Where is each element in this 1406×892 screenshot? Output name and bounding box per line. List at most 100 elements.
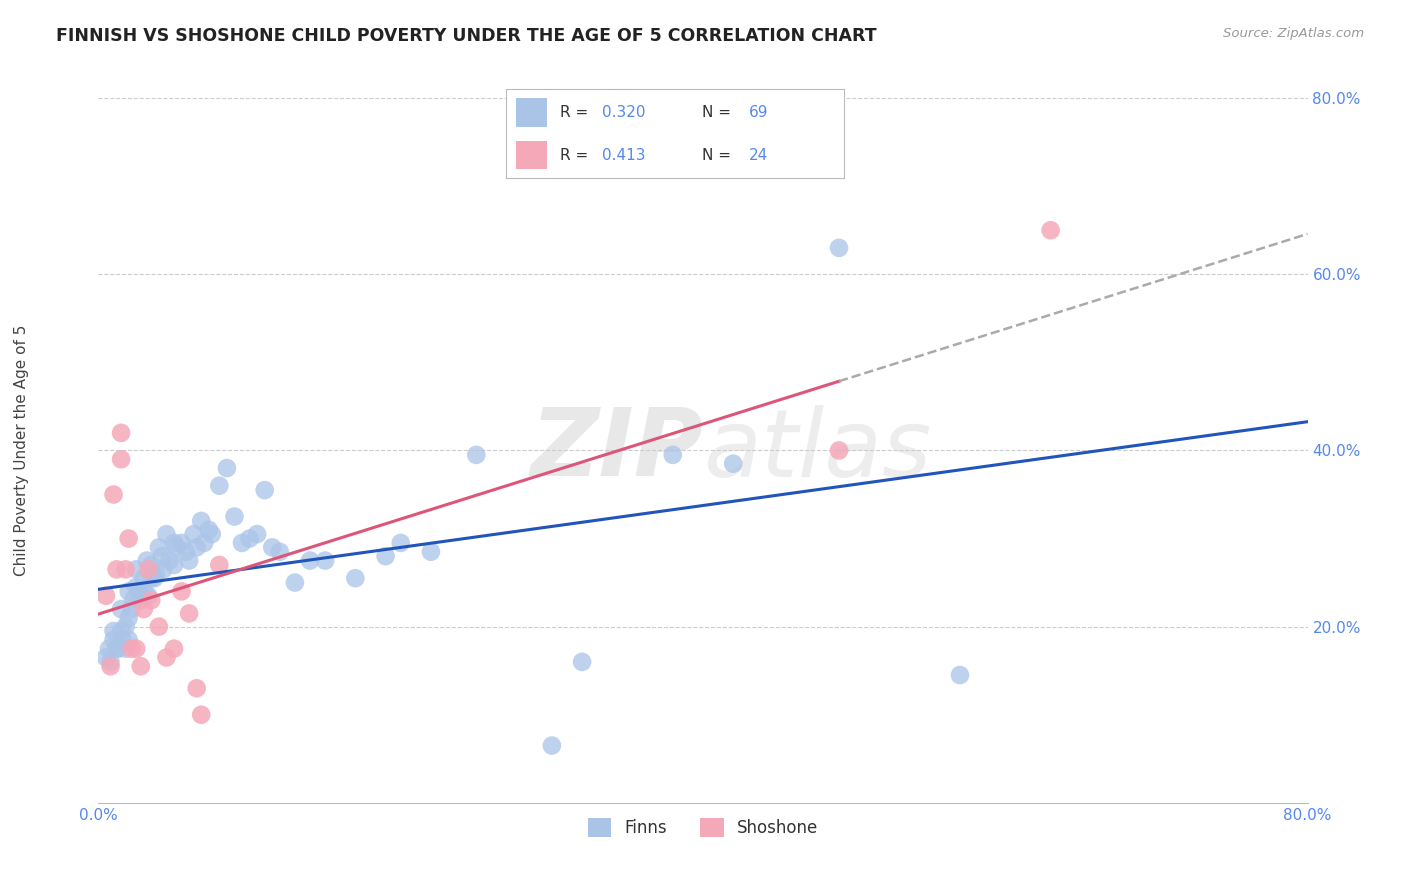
Finns: [107, 641, 129, 656]
Text: FINNISH VS SHOSHONE CHILD POVERTY UNDER THE AGE OF 5 CORRELATION CHART: FINNISH VS SHOSHONE CHILD POVERTY UNDER …: [56, 27, 877, 45]
Finns: [166, 541, 188, 555]
Finns: [190, 514, 212, 528]
Shoshone: [121, 641, 143, 656]
Shoshone: [110, 425, 132, 440]
Text: Source: ZipAtlas.com: Source: ZipAtlas.com: [1223, 27, 1364, 40]
Finns: [163, 558, 186, 572]
Y-axis label: Child Poverty Under the Age of 5: Child Poverty Under the Age of 5: [14, 325, 30, 576]
Finns: [128, 584, 150, 599]
Shoshone: [190, 707, 212, 722]
Finns: [299, 553, 322, 567]
Finns: [163, 536, 186, 550]
Text: R =: R =: [560, 105, 593, 120]
Finns: [723, 457, 745, 471]
Shoshone: [186, 681, 208, 696]
Finns: [125, 580, 148, 594]
Finns: [150, 549, 173, 564]
Finns: [179, 553, 201, 567]
Shoshone: [208, 558, 231, 572]
Legend: Finns, Shoshone: Finns, Shoshone: [581, 811, 825, 844]
Shoshone: [105, 562, 128, 576]
Finns: [105, 641, 128, 656]
Finns: [125, 562, 148, 576]
Shoshone: [94, 589, 117, 603]
Finns: [98, 641, 121, 656]
Shoshone: [148, 619, 170, 633]
Finns: [114, 619, 136, 633]
Finns: [420, 545, 443, 559]
Finns: [314, 553, 336, 567]
Finns: [193, 536, 215, 550]
Finns: [828, 241, 851, 255]
Finns: [186, 541, 208, 555]
Finns: [100, 655, 122, 669]
Text: 0.320: 0.320: [602, 105, 645, 120]
Finns: [121, 602, 143, 616]
Finns: [148, 541, 170, 555]
Finns: [246, 527, 269, 541]
Shoshone: [129, 659, 152, 673]
Finns: [94, 650, 117, 665]
Finns: [110, 624, 132, 638]
Finns: [344, 571, 367, 585]
Text: 0.413: 0.413: [602, 148, 645, 162]
Finns: [103, 624, 125, 638]
Bar: [516, 98, 547, 127]
Finns: [389, 536, 412, 550]
Finns: [183, 527, 205, 541]
Finns: [465, 448, 488, 462]
Text: 69: 69: [749, 105, 769, 120]
Shoshone: [179, 607, 201, 621]
Text: N =: N =: [702, 105, 735, 120]
Finns: [208, 478, 231, 492]
Text: atlas: atlas: [703, 405, 931, 496]
Finns: [143, 571, 166, 585]
Finns: [135, 553, 157, 567]
Shoshone: [170, 584, 193, 599]
Finns: [201, 527, 224, 541]
Finns: [118, 584, 141, 599]
Shoshone: [828, 443, 851, 458]
Finns: [269, 545, 291, 559]
Finns: [262, 541, 284, 555]
Finns: [571, 655, 593, 669]
Finns: [111, 632, 134, 647]
Shoshone: [118, 532, 141, 546]
Finns: [174, 545, 197, 559]
Text: 24: 24: [749, 148, 768, 162]
Shoshone: [132, 602, 155, 616]
Finns: [141, 558, 163, 572]
Finns: [114, 641, 136, 656]
Finns: [145, 566, 167, 581]
Finns: [253, 483, 276, 497]
Shoshone: [136, 562, 159, 576]
Text: ZIP: ZIP: [530, 404, 703, 497]
Finns: [141, 571, 163, 585]
Finns: [118, 632, 141, 647]
Finns: [374, 549, 396, 564]
Shoshone: [155, 650, 177, 665]
Finns: [224, 509, 246, 524]
Finns: [155, 527, 177, 541]
Shoshone: [100, 659, 122, 673]
Shoshone: [110, 452, 132, 467]
Shoshone: [163, 641, 186, 656]
Finns: [136, 589, 159, 603]
Finns: [540, 739, 562, 753]
Finns: [103, 632, 125, 647]
Finns: [231, 536, 253, 550]
Shoshone: [1039, 223, 1062, 237]
Bar: [516, 141, 547, 169]
Finns: [132, 571, 155, 585]
Finns: [129, 593, 152, 607]
Finns: [661, 448, 683, 462]
Finns: [152, 562, 174, 576]
Text: N =: N =: [702, 148, 735, 162]
Shoshone: [141, 593, 163, 607]
Finns: [118, 611, 141, 625]
Finns: [159, 553, 181, 567]
Finns: [949, 668, 972, 682]
Finns: [215, 461, 238, 475]
Text: R =: R =: [560, 148, 593, 162]
Finns: [122, 593, 145, 607]
